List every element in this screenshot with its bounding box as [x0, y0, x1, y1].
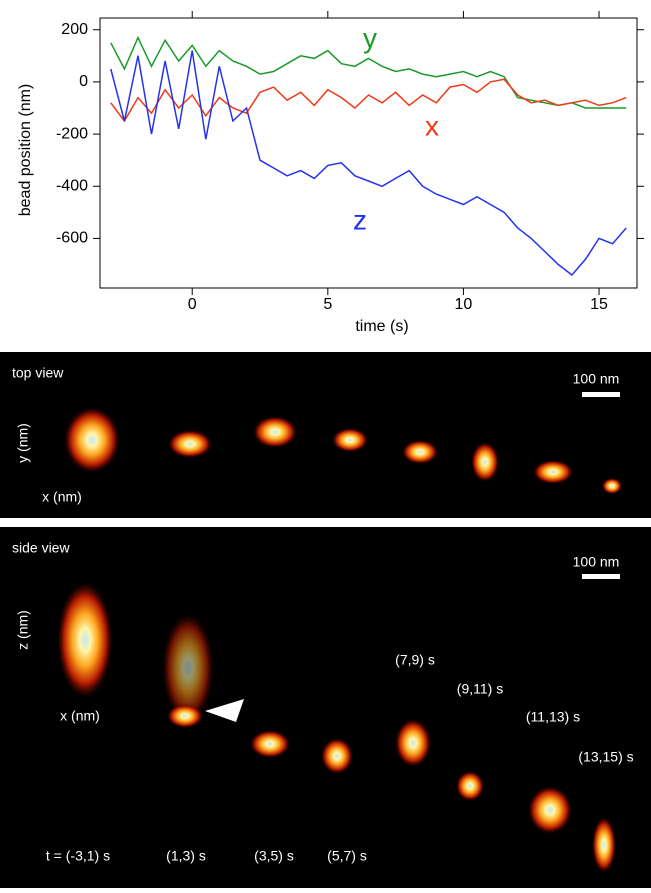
- time-label: (9,11) s: [457, 681, 503, 697]
- x-tick-label: 15: [590, 296, 608, 313]
- blobs: [64, 407, 622, 494]
- scale-bar: [582, 574, 620, 579]
- blob: [471, 442, 499, 482]
- top-view-panel: top view 100 nm y (nm) x (nm): [0, 352, 651, 518]
- plot-frame: [99, 17, 638, 289]
- series-line: [110, 35, 627, 109]
- blob: [395, 719, 431, 767]
- blob: [64, 407, 120, 473]
- time-label: (3,5) s: [254, 848, 294, 864]
- y-tick-label: 200: [61, 21, 88, 38]
- blob: [528, 786, 572, 834]
- blobs: [57, 582, 616, 873]
- blob: [533, 460, 573, 484]
- side-view-panel: side view 100 nm z (nm) x (nm) t = (-3,1…: [0, 527, 651, 888]
- blob: [456, 771, 484, 801]
- blob: [602, 478, 622, 494]
- blob: [250, 730, 290, 758]
- y-tick-label: -600: [56, 230, 88, 247]
- x-axis-label: time (s): [355, 318, 408, 335]
- y-tick-label: -200: [56, 125, 88, 142]
- blob: [168, 430, 212, 458]
- time-label: (1,3) s: [166, 848, 206, 864]
- blob: [57, 582, 113, 698]
- scale-bar-label: 100 nm: [573, 371, 620, 387]
- blob: [321, 738, 353, 774]
- panel-title: side view: [12, 540, 70, 556]
- time-label: t = (-3,1) s: [46, 848, 110, 864]
- line-chart: time (s) bead position (nm) -600 -400 -200…: [17, 11, 644, 335]
- x-tick-label: 5: [323, 296, 332, 313]
- time-label: (7,9) s: [395, 652, 435, 668]
- y-tick-label: 0: [79, 73, 88, 90]
- y-axis-label: bead position (nm): [17, 84, 34, 217]
- time-labels: t = (-3,1) s (1,3) s (3,5) s (5,7) s (7,9) s…: [46, 652, 634, 864]
- series-line: [110, 78, 627, 123]
- blob: [167, 704, 203, 728]
- x-axis-label: x (nm): [42, 489, 82, 505]
- panel-title: top view: [12, 365, 64, 381]
- scale-bar-label: 100 nm: [573, 554, 620, 570]
- blob: [162, 613, 214, 723]
- y-axis-label: y (nm): [15, 423, 31, 463]
- series-label: z: [353, 204, 367, 235]
- series-line: [110, 50, 627, 277]
- series-label: y: [363, 22, 377, 53]
- z-axis-label: z (nm): [15, 610, 31, 650]
- blob: [332, 428, 368, 452]
- y-tick-label: -400: [56, 177, 88, 194]
- arrowhead: [205, 699, 244, 722]
- scale-bar: [582, 392, 620, 397]
- time-label: (13,15) s: [578, 749, 633, 765]
- x-tick-label: 10: [455, 296, 473, 313]
- series-label: x: [425, 110, 439, 141]
- time-label: (11,13) s: [526, 709, 580, 725]
- blob: [592, 817, 616, 873]
- time-label: (5,7) s: [327, 848, 367, 864]
- blob: [402, 440, 438, 464]
- x-tick-label: 0: [188, 296, 197, 313]
- x-axis-label: x (nm): [60, 708, 100, 724]
- blob: [253, 416, 297, 448]
